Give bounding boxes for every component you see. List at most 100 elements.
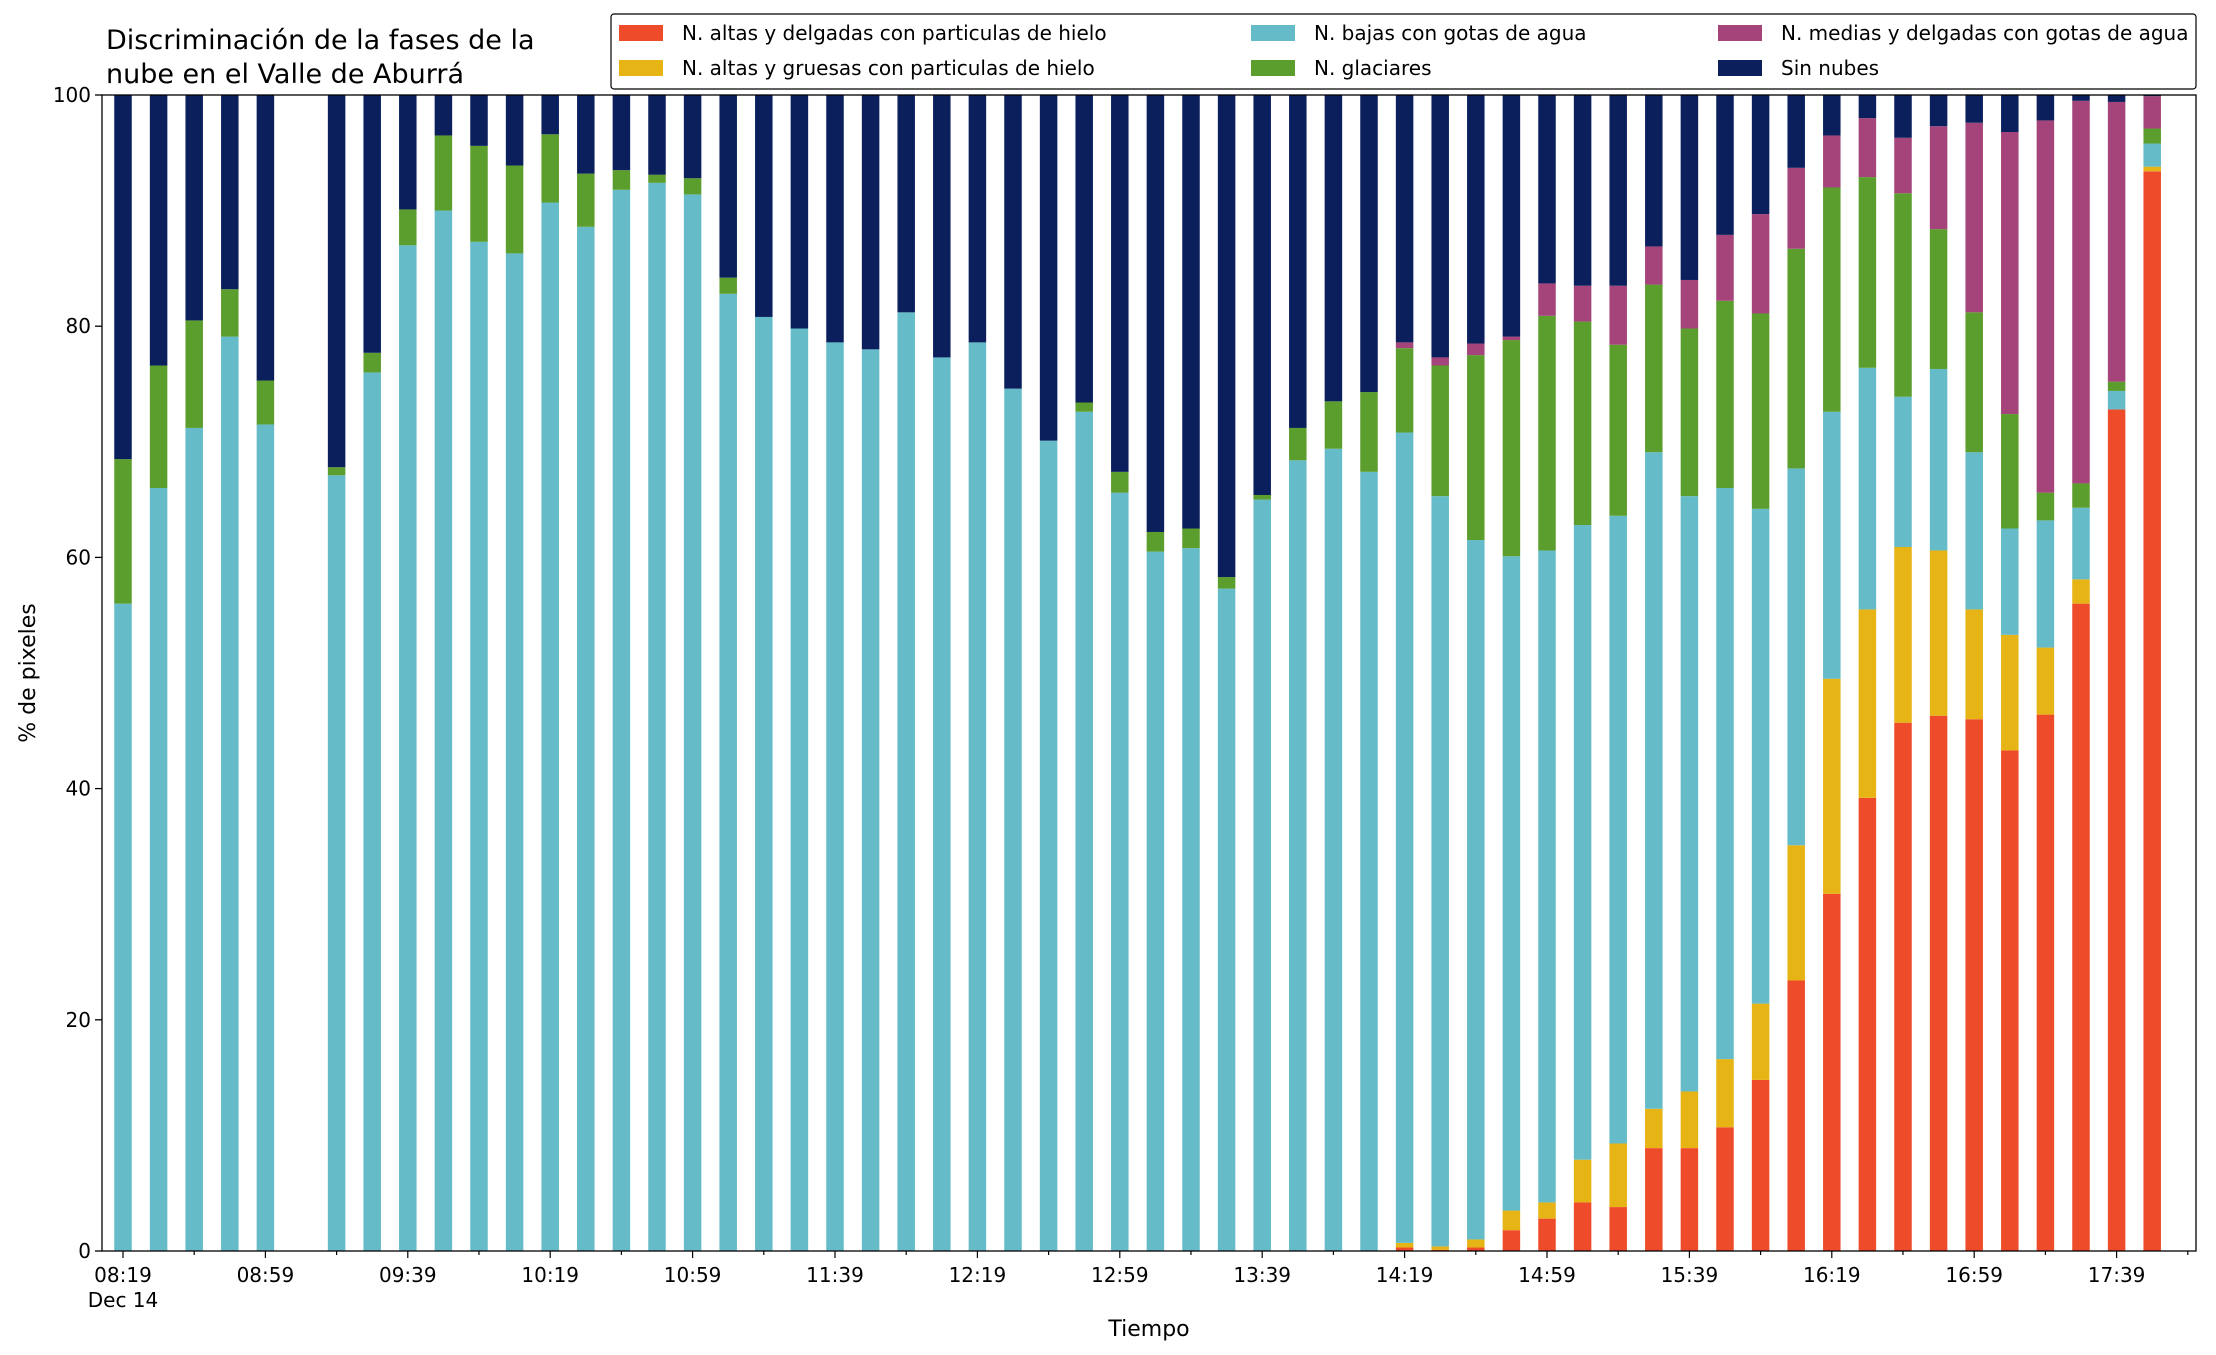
bars-layer [114, 95, 2161, 1252]
bar-segment-16:09-s4 [1787, 167, 1805, 249]
x-axis-label: Tiempo [1107, 1317, 1189, 1342]
bar-segment-16:39-s1 [1894, 547, 1912, 723]
bar-segment-14:59-s4 [1538, 283, 1556, 316]
bar-segment-15:29-s4 [1645, 246, 1663, 285]
bar-segment-15:29-s2 [1645, 452, 1663, 1109]
bar-segment-13:39-s2 [1253, 499, 1271, 1252]
bar-segment-13:49-s5 [1289, 95, 1307, 428]
bar-segment-10:19-s3 [541, 134, 559, 203]
bar-segment-10:29-s2 [577, 226, 595, 1251]
bar-segment-08:49-s5 [221, 95, 239, 290]
bar-segment-14:29-s1 [1431, 1246, 1449, 1250]
legend-label: N. glaciares [1314, 56, 1432, 80]
bar-segment-17:39-s5 [2107, 95, 2126, 102]
bar-segment-14:59-s2 [1538, 550, 1556, 1203]
bar-segment-16:29-s3 [1858, 177, 1877, 368]
bar-segment-13:29-s5 [1217, 95, 1236, 578]
bar-segment-17:29-s3 [2072, 483, 2090, 508]
bar-segment-15:29-s3 [1645, 284, 1663, 453]
x-tick-label: 08:19 [94, 1263, 152, 1287]
bar-segment-08:29-s2 [149, 488, 168, 1251]
bar-segment-15:29-s5 [1645, 95, 1663, 247]
bar-segment-16:19-s4 [1823, 135, 1841, 188]
bar-segment-13:19-s2 [1182, 548, 1200, 1251]
bar-segment-12:59-s3 [1111, 471, 1129, 493]
chart-title-line: nube en el Valle de Aburrá [106, 59, 464, 90]
bar-segment-14:59-s1 [1538, 1202, 1556, 1219]
bar-segment-16:09-s2 [1787, 468, 1805, 846]
bar-segment-09:19-s5 [327, 95, 346, 468]
bar-segment-15:09-s5 [1573, 95, 1592, 286]
bar-segment-14:09-s5 [1360, 95, 1378, 393]
bar-segment-14:09-s2 [1360, 471, 1378, 1251]
bar-segment-10:59-s5 [683, 95, 702, 179]
bar-segment-10:29-s5 [577, 95, 595, 174]
bar-segment-16:49-s2 [1929, 368, 1948, 551]
bar-segment-12:59-s5 [1111, 95, 1129, 472]
legend-label: N. altas y gruesas con particulas de hie… [682, 56, 1095, 80]
bar-segment-10:29-s3 [577, 173, 595, 227]
bar-segment-10:39-s2 [612, 189, 631, 1251]
bar-segment-16:59-s0 [1965, 719, 1983, 1251]
bar-segment-17:09-s0 [2001, 750, 2019, 1251]
bar-segment-14:29-s3 [1431, 365, 1449, 497]
bar-segment-13:09-s3 [1146, 531, 1165, 552]
bar-segment-14:49-s5 [1502, 95, 1521, 337]
x-tick-sublabel: Dec 14 [88, 1288, 159, 1312]
bar-segment-15:59-s1 [1751, 1003, 1770, 1080]
legend-swatch [1718, 60, 1762, 76]
bar-segment-17:39-s3 [2107, 381, 2126, 391]
bar-segment-17:49-s0 [2143, 171, 2161, 1251]
bar-segment-13:19-s3 [1182, 528, 1200, 549]
bar-segment-09:49-s5 [434, 95, 453, 136]
bar-segment-16:29-s5 [1858, 95, 1877, 119]
bar-segment-17:29-s5 [2072, 95, 2090, 101]
bar-segment-16:19-s5 [1823, 95, 1841, 136]
x-tick-label: 17:39 [2088, 1263, 2146, 1287]
bar-segment-14:19-s1 [1395, 1242, 1414, 1248]
legend-swatch [619, 60, 663, 76]
x-tick-label: 16:19 [1803, 1263, 1861, 1287]
bar-segment-10:09-s3 [505, 165, 524, 254]
bar-segment-11:39-s2 [826, 342, 844, 1251]
bar-segment-13:09-s2 [1146, 551, 1165, 1251]
bar-segment-11:29-s5 [790, 95, 809, 329]
bar-segment-08:59-s3 [256, 380, 275, 425]
bar-segment-15:09-s4 [1573, 285, 1592, 322]
bar-segment-16:09-s1 [1787, 845, 1805, 981]
x-tick-label: 13:39 [1233, 1263, 1291, 1287]
y-tick-label: 0 [78, 1239, 91, 1263]
bar-segment-15:39-s1 [1680, 1091, 1699, 1149]
bar-segment-16:49-s0 [1929, 715, 1948, 1251]
bar-segment-14:59-s0 [1538, 1218, 1556, 1251]
bar-segment-16:39-s3 [1894, 193, 1912, 397]
bar-segment-09:49-s3 [434, 135, 453, 211]
bar-segment-16:19-s1 [1823, 678, 1841, 894]
bar-segment-13:29-s3 [1217, 577, 1236, 589]
y-tick-label: 20 [66, 1008, 91, 1032]
bar-segment-11:29-s2 [790, 328, 809, 1251]
bar-segment-12:49-s3 [1075, 402, 1093, 412]
bar-segment-14:49-s0 [1502, 1230, 1521, 1251]
bar-segment-16:19-s2 [1823, 411, 1841, 679]
plot-frame [101, 94, 2197, 1252]
bar-segment-16:39-s0 [1894, 722, 1912, 1251]
bar-segment-14:59-s5 [1538, 95, 1556, 284]
bar-segment-10:09-s2 [505, 253, 524, 1251]
bar-segment-14:49-s3 [1502, 340, 1521, 557]
bar-segment-08:49-s2 [221, 336, 239, 1252]
bar-segment-15:09-s2 [1573, 525, 1592, 1160]
x-tick-label: 10:59 [664, 1263, 722, 1287]
bar-segment-10:59-s2 [683, 194, 702, 1251]
bar-segment-08:19-s3 [114, 459, 132, 604]
bar-segment-12:29-s5 [1004, 95, 1022, 389]
bar-segment-15:49-s0 [1716, 1127, 1734, 1251]
bar-segment-15:59-s3 [1751, 313, 1770, 509]
bar-segment-11:59-s5 [897, 95, 915, 313]
bar-segment-16:39-s5 [1894, 95, 1912, 138]
bar-segment-14:29-s2 [1431, 496, 1449, 1247]
bar-segment-13:49-s2 [1289, 460, 1307, 1251]
bar-segment-12:39-s2 [1039, 440, 1058, 1251]
bar-segment-11:09-s3 [719, 277, 737, 294]
